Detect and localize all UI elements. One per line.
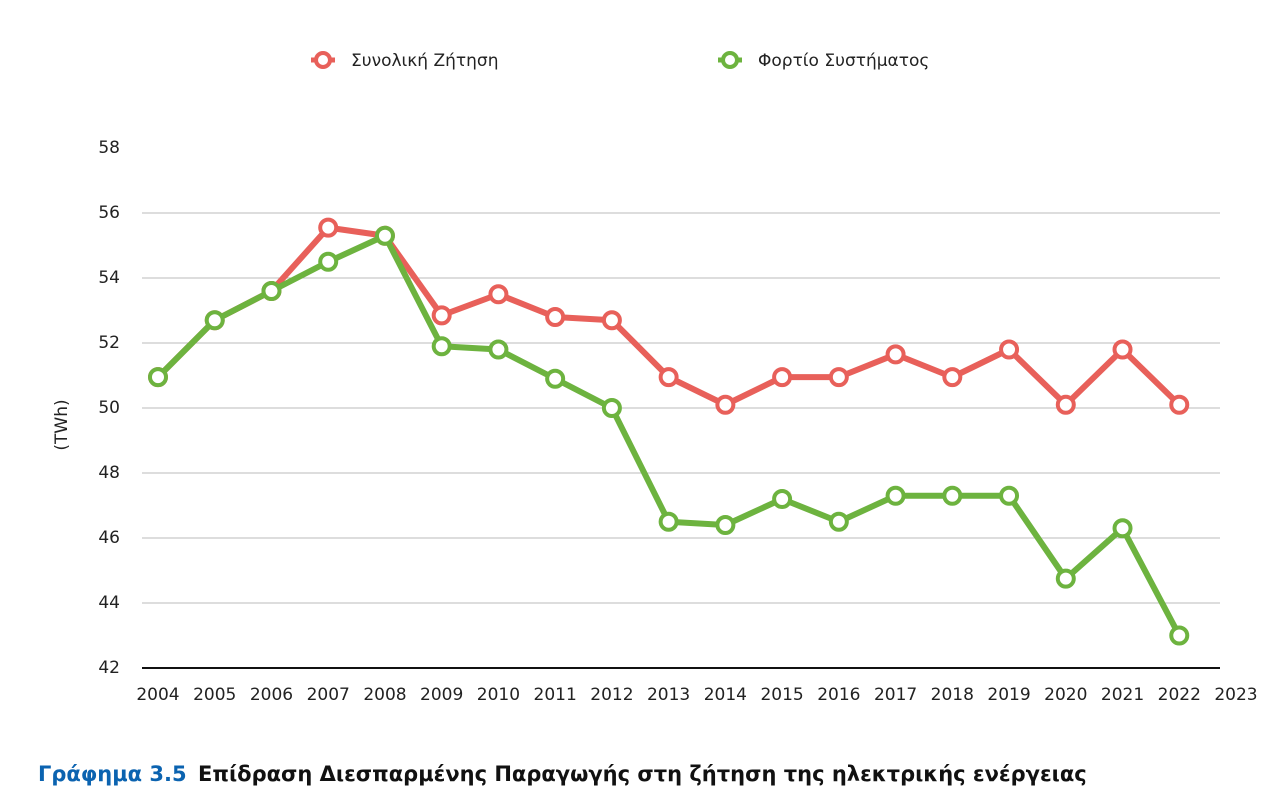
data-point: [1169, 625, 1190, 646]
data-point: [488, 339, 509, 360]
y-tick-label: 42: [98, 658, 120, 678]
data-point: [374, 225, 395, 246]
legend-label: Συνολική Ζήτηση: [351, 51, 498, 71]
data-point: [1112, 518, 1133, 539]
data-point: [772, 489, 793, 509]
x-tick-label: 2012: [590, 685, 633, 705]
data-point: [828, 367, 849, 388]
x-tick-label: 2007: [307, 685, 350, 705]
x-tick-label: 2011: [534, 685, 577, 705]
data-point: [658, 511, 679, 532]
x-tick-label: 2023: [1214, 685, 1257, 705]
x-tick-label: 2005: [193, 685, 236, 705]
data-point: [1112, 339, 1133, 360]
data-point: [545, 368, 566, 389]
x-tick-label: 2016: [817, 685, 860, 705]
legend-marker: [721, 51, 739, 69]
x-tick-label: 2004: [136, 685, 179, 705]
data-point: [715, 394, 736, 415]
data-point: [601, 398, 622, 418]
x-tick-label: 2015: [760, 685, 803, 705]
data-point: [601, 310, 622, 331]
data-point: [545, 307, 566, 327]
data-point: [885, 344, 906, 365]
x-tick-label: 2013: [647, 685, 690, 705]
x-tick-label: 2022: [1158, 685, 1201, 705]
x-tick-label: 2009: [420, 685, 463, 705]
y-axis-label: (TWh): [52, 399, 72, 450]
x-tick-label: 2014: [704, 685, 747, 705]
y-tick-label: 50: [98, 398, 120, 418]
data-point: [999, 339, 1020, 360]
data-point: [204, 310, 225, 331]
data-point: [658, 367, 679, 388]
series-line: [155, 232, 1182, 637]
y-tick-label: 52: [98, 333, 120, 353]
data-point: [431, 305, 452, 326]
data-point: [261, 281, 282, 301]
data-point: [885, 485, 906, 506]
x-tick-label: 2020: [1044, 685, 1087, 705]
data-point: [942, 367, 963, 388]
y-tick-label: 48: [98, 463, 120, 483]
data-point: [715, 515, 736, 535]
y-tick-label: 58: [98, 138, 120, 158]
y-tick-label: 54: [98, 268, 120, 288]
data-point: [999, 485, 1020, 506]
y-tick-label: 56: [98, 203, 120, 223]
data-point: [148, 367, 168, 388]
data-point: [828, 511, 849, 532]
data-point: [318, 251, 339, 272]
data-point: [772, 367, 793, 388]
data-point: [1055, 568, 1076, 589]
caption-label: Γράφημα 3.5: [38, 762, 187, 786]
x-tick-label: 2008: [363, 685, 406, 705]
y-tick-label: 44: [98, 593, 120, 613]
x-tick-label: 2019: [987, 685, 1030, 705]
data-point: [431, 336, 452, 357]
x-tick-label: 2018: [931, 685, 974, 705]
x-tick-label: 2021: [1101, 685, 1144, 705]
x-tick-label: 2017: [874, 685, 917, 705]
data-point: [318, 217, 339, 238]
data-point: [1055, 394, 1076, 415]
legend-label: Φορτίο Συστήματος: [758, 51, 929, 71]
data-point: [488, 284, 509, 305]
data-point: [1169, 394, 1190, 415]
caption: Επίδραση Διεσπαρμένης Παραγωγής στη ζήτη…: [198, 762, 1087, 786]
y-tick-label: 46: [98, 528, 120, 548]
data-point: [942, 485, 963, 506]
x-tick-label: 2006: [250, 685, 293, 705]
x-tick-label: 2010: [477, 685, 520, 705]
legend-marker: [314, 51, 332, 69]
